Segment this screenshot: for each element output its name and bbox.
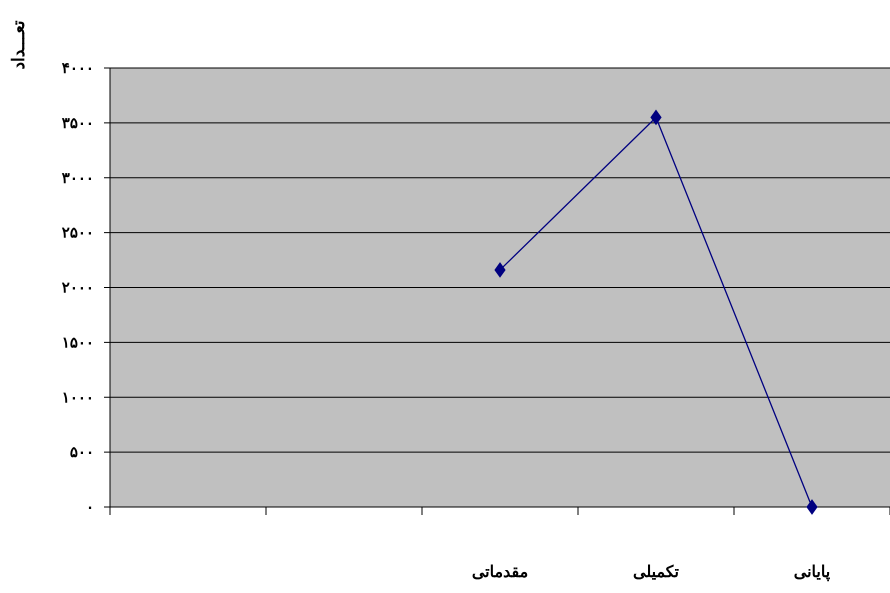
y-axis-label: تعـــداد xyxy=(9,20,29,69)
data-point-marker xyxy=(806,499,818,515)
y-tick-label: ۴۰۰۰ xyxy=(62,59,94,77)
y-tick-label: ۳۵۰۰ xyxy=(62,114,94,132)
x-category-label: پایانی xyxy=(794,562,831,582)
y-tick-label: ۰ xyxy=(86,498,94,516)
x-category-label: مقدماتی xyxy=(472,562,528,581)
data-point-marker xyxy=(650,109,662,126)
gridlines xyxy=(110,67,890,453)
series xyxy=(494,109,818,515)
y-tick-labels: ۰ ۵۰۰ ۱۰۰۰ ۱۵۰۰ ۲۰۰۰ ۲۵۰۰ ۳۰۰۰ ۳۵۰۰ ۴۰۰۰ xyxy=(62,59,94,516)
y-tick-label: ۱۰۰۰ xyxy=(62,388,94,406)
y-tick-label: ۲۰۰۰ xyxy=(62,279,94,297)
y-tick-label: ۱۵۰۰ xyxy=(62,333,94,351)
y-tick-label: ۵۰۰ xyxy=(70,443,94,461)
y-tick-label: ۲۵۰۰ xyxy=(62,224,94,242)
data-point-marker xyxy=(494,262,506,278)
axes xyxy=(104,67,890,515)
y-tick-label: ۳۰۰۰ xyxy=(62,169,94,187)
x-category-labels: مقدماتی تکمیلی پایانی xyxy=(472,562,831,582)
x-category-label: تکمیلی xyxy=(633,562,680,581)
